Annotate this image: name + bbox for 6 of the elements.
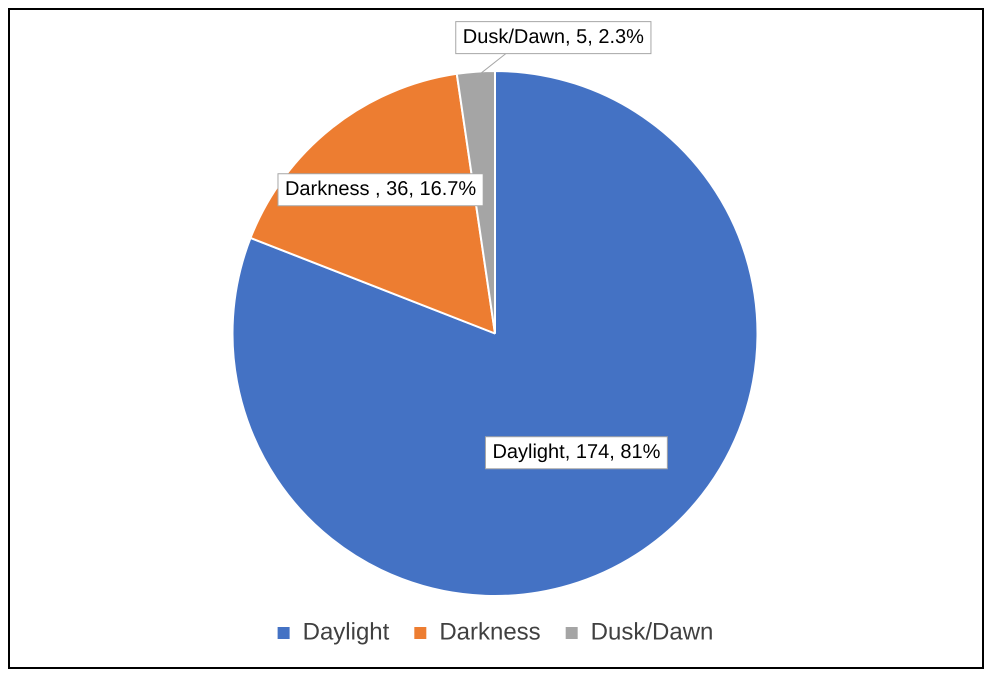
- data-label: Daylight, 174, 81%: [492, 441, 661, 464]
- legend-label: Darkness: [439, 618, 541, 646]
- data-label: Darkness , 36, 16.7%: [284, 178, 476, 200]
- legend-label: Daylight: [302, 618, 390, 646]
- legend-label: Dusk/Dawn: [590, 618, 714, 646]
- data-label: Dusk/Dawn, 5, 2.3%: [462, 26, 644, 48]
